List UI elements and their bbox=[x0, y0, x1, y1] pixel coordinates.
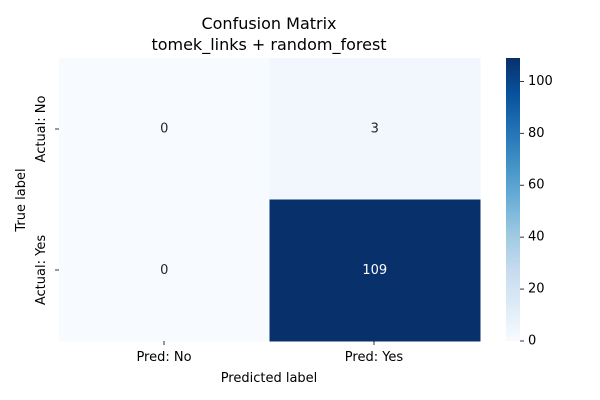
heatmap-cells bbox=[59, 58, 481, 342]
colorbar-ticks: 0 20 40 60 80 100 bbox=[520, 74, 553, 349]
colorbar-tick-label: 0 bbox=[528, 334, 536, 349]
x-tick-label-pred-no: Pred: No bbox=[136, 350, 191, 365]
chart-title: Confusion Matrix bbox=[201, 14, 336, 33]
colorbar: 0 20 40 60 80 100 bbox=[506, 58, 553, 349]
heatmap-cell bbox=[269, 58, 481, 200]
y-tick-label-actual-no: Actual: No bbox=[34, 95, 49, 162]
cell-value-label: 0 bbox=[160, 121, 168, 136]
chart-subtitle: tomek_links + random_forest bbox=[151, 35, 386, 55]
heatmap-cell bbox=[59, 58, 270, 200]
y-axis-label: True label bbox=[14, 168, 29, 232]
cell-annotations: 0 3 0 109 bbox=[160, 121, 387, 278]
colorbar-tick-label: 60 bbox=[528, 178, 545, 193]
heatmap-cell bbox=[269, 199, 481, 342]
colorbar-tick-label: 40 bbox=[528, 230, 545, 245]
colorbar-gradient bbox=[506, 58, 520, 341]
colorbar-tick-label: 100 bbox=[528, 74, 553, 89]
cell-value-label: 109 bbox=[362, 263, 387, 278]
heatmap-cell bbox=[59, 199, 270, 342]
cell-value-label: 3 bbox=[371, 121, 379, 136]
colorbar-tick-label: 20 bbox=[528, 282, 545, 297]
x-axis: Pred: No Pred: Yes Predicted label bbox=[136, 341, 403, 386]
x-axis-label: Predicted label bbox=[221, 371, 318, 386]
colorbar-tick-label: 80 bbox=[528, 126, 545, 141]
y-tick-label-actual-yes: Actual: Yes bbox=[34, 235, 49, 305]
cell-value-label: 0 bbox=[160, 263, 168, 278]
y-axis: Actual: No Actual: Yes True label bbox=[14, 95, 59, 305]
x-tick-label-pred-yes: Pred: Yes bbox=[345, 350, 404, 365]
